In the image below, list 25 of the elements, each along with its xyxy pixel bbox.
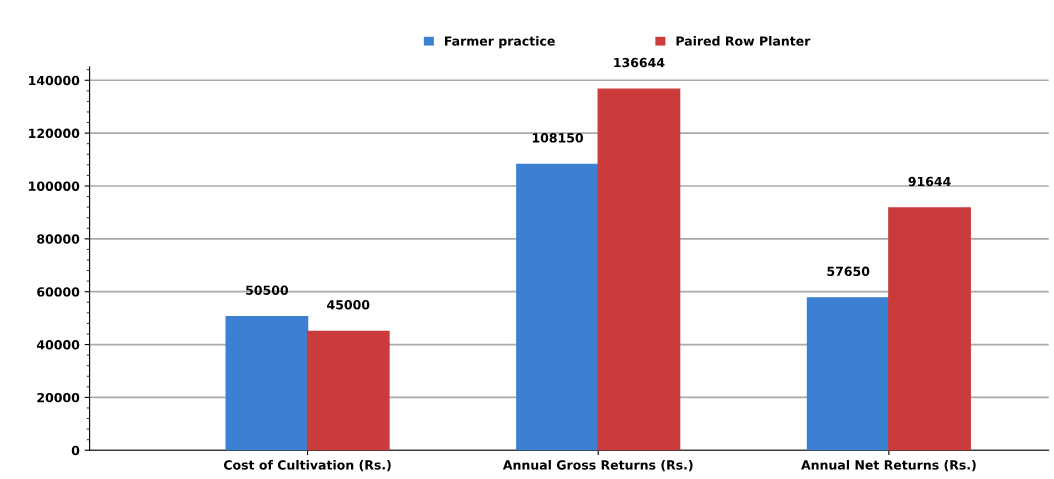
y-tick-label: 120000 — [29, 128, 80, 139]
data-label: 57650 — [827, 266, 870, 277]
data-label: 45000 — [327, 300, 370, 310]
bar — [888, 207, 971, 451]
data-label: 91644 — [908, 176, 951, 187]
bar — [806, 297, 890, 451]
y-tick-label: 20000 — [37, 392, 80, 403]
y-tick-label: 80000 — [37, 234, 80, 244]
data-label: 136644 — [614, 57, 665, 68]
x-tick-label: Annual Gross Returns (Rs.) — [502, 459, 693, 472]
bar — [516, 163, 599, 451]
y-tick-label: 100000 — [29, 181, 80, 191]
bar — [597, 88, 681, 451]
x-tick-label: Cost of Cultivation (Rs.) — [223, 459, 391, 472]
y-tick-label: 140000 — [29, 75, 80, 86]
bar — [225, 316, 309, 451]
legend-label: Paired Row Planter — [676, 36, 811, 46]
data-label: 108150 — [532, 133, 584, 143]
x-tick-label: Annual Net Returns (Rs.) — [801, 459, 976, 472]
data-label: 50500 — [246, 285, 289, 295]
bar — [306, 330, 390, 451]
legend-label: Farmer practice — [445, 36, 555, 49]
y-tick-label: 60000 — [37, 287, 80, 297]
y-tick-label: 40000 — [36, 340, 80, 350]
y-tick-label: 0 — [71, 445, 80, 456]
